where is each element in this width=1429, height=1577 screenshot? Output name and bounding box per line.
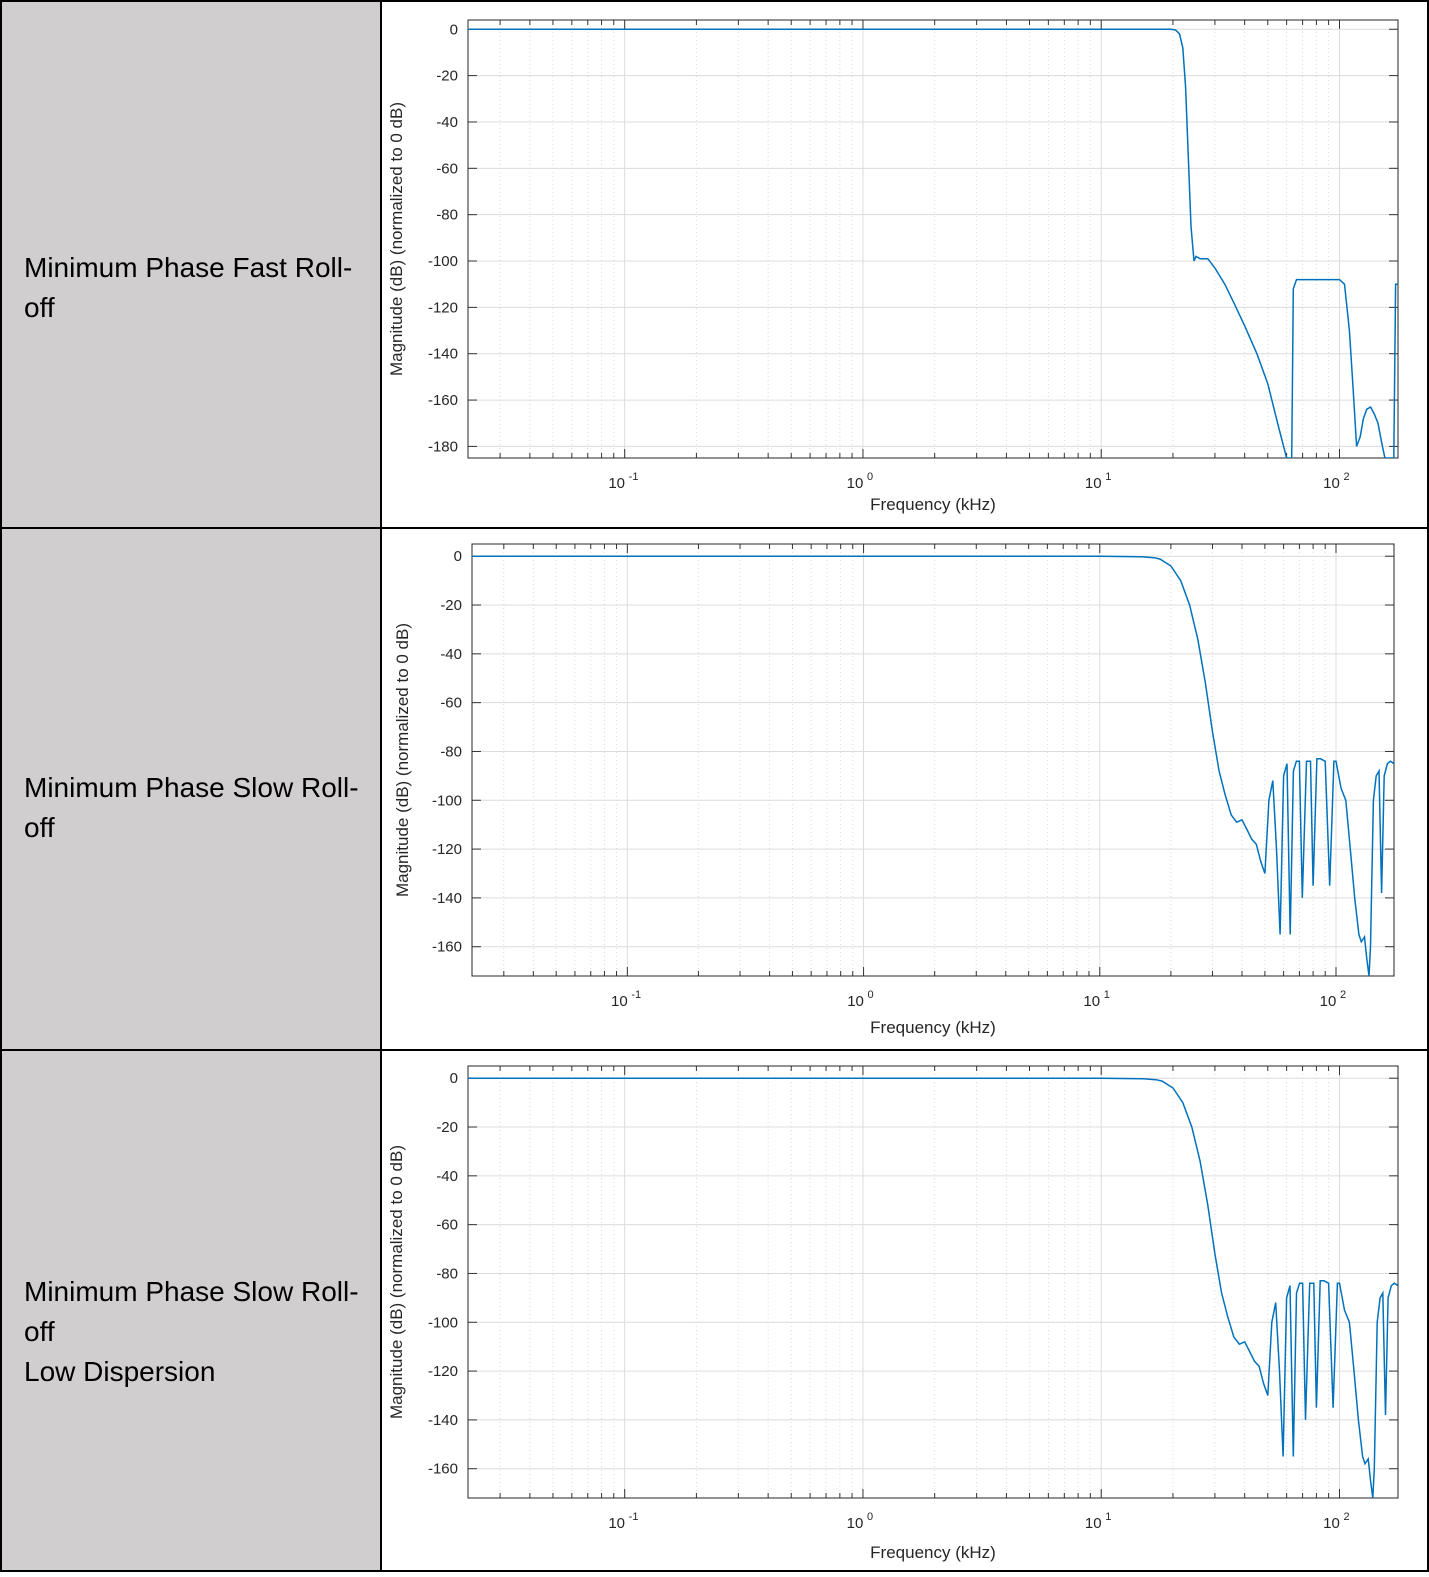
x-tick-exponent: 1 xyxy=(1105,1511,1111,1523)
y-axis-label: Magnitude (dB) (normalized to 0 dB) xyxy=(387,102,406,376)
x-tick-label: 10 xyxy=(608,1515,625,1532)
y-tick-label: -20 xyxy=(436,1119,458,1136)
filter-label-cell: Minimum Phase Fast Roll-off xyxy=(0,0,382,528)
y-tick-label: -140 xyxy=(428,1412,458,1429)
filter-label-line: Minimum Phase Slow Roll-off xyxy=(24,1276,359,1347)
x-tick-label: 10 xyxy=(608,475,625,492)
x-tick-exponent: 1 xyxy=(1105,471,1111,483)
x-tick-label: 10 xyxy=(1323,475,1340,492)
filter-label: Minimum Phase Slow Roll-off xyxy=(24,768,380,848)
table-row: Minimum Phase Slow Roll-off Low Dispersi… xyxy=(0,1050,1429,1572)
filter-label-cell: Minimum Phase Slow Roll-off xyxy=(0,528,382,1050)
y-tick-label: -60 xyxy=(440,695,462,712)
y-tick-label: 0 xyxy=(454,548,462,565)
plot-cell: 0 -20 -40 -60 -80 -100 -120 -140 -160 10 -1 10 0 10 1 1… xyxy=(382,1050,1429,1572)
minor-grid xyxy=(503,544,1326,976)
frequency-response-line xyxy=(468,28,1398,458)
y-tick-label: -120 xyxy=(432,841,462,858)
axes-box xyxy=(467,19,1399,459)
table-border xyxy=(0,1570,1429,1572)
y-tick-label: -160 xyxy=(428,1461,458,1478)
x-tick-exponent: -1 xyxy=(631,989,641,1001)
filter-label: Minimum Phase Fast Roll-off xyxy=(24,248,380,328)
y-tick-label: -40 xyxy=(436,1168,458,1185)
x-tick-label: 10 xyxy=(1323,1515,1340,1532)
table-border xyxy=(0,527,1429,529)
axes-box xyxy=(471,543,1395,977)
y-tick-label: -60 xyxy=(436,160,458,177)
table-row: Minimum Phase Fast Roll-off 0 -20 -40 -60 -8… xyxy=(0,0,1429,528)
frequency-response-line xyxy=(468,1077,1398,1498)
table-border xyxy=(0,1049,1429,1051)
x-tick-label: 10 xyxy=(1320,993,1337,1010)
y-tick-label: -80 xyxy=(440,743,462,760)
filter-label-line: Minimum Phase Slow Roll-off xyxy=(24,772,359,843)
minor-grid xyxy=(499,1066,1330,1498)
x-tick-exponent: 2 xyxy=(1344,1511,1350,1523)
axes-box xyxy=(467,1065,1399,1499)
y-tick-label: -140 xyxy=(428,346,458,363)
y-axis-label: Magnitude (dB) (normalized to 0 dB) xyxy=(387,1145,406,1419)
major-grid xyxy=(468,1066,1398,1498)
table-row: Minimum Phase Slow Roll-off 0 -20 -40 -60 -8… xyxy=(0,528,1429,1050)
y-tick-label: -100 xyxy=(428,253,458,270)
x-tick-label: 10 xyxy=(1085,1515,1102,1532)
x-axis-label: Frequency (kHz) xyxy=(870,1018,996,1037)
frequency-response-line xyxy=(472,555,1394,976)
x-tick-exponent: 0 xyxy=(868,989,874,1001)
y-tick-label: -60 xyxy=(436,1217,458,1234)
y-tick-label: -100 xyxy=(432,792,462,809)
y-tick-label: 0 xyxy=(450,1070,458,1087)
y-tick-label: -40 xyxy=(440,646,462,663)
y-tick-label: -140 xyxy=(432,890,462,907)
x-tick-label: 10 xyxy=(1085,475,1102,492)
x-tick-exponent: -1 xyxy=(629,1511,639,1523)
x-tick-exponent: -1 xyxy=(629,471,639,483)
x-tick-label: 10 xyxy=(847,993,864,1010)
x-tick-label: 10 xyxy=(847,1515,864,1532)
y-tick-label: -40 xyxy=(436,114,458,131)
major-grid xyxy=(472,544,1394,976)
y-tick-label: -80 xyxy=(436,1265,458,1282)
x-tick-exponent: 1 xyxy=(1104,989,1110,1001)
filter-label-cell: Minimum Phase Slow Roll-off Low Dispersi… xyxy=(0,1050,382,1572)
y-tick-label: -160 xyxy=(432,939,462,956)
y-tick-label: -80 xyxy=(436,207,458,224)
x-axis-label: Frequency (kHz) xyxy=(870,495,996,514)
major-grid xyxy=(468,20,1398,458)
minor-grid xyxy=(499,20,1330,458)
filter-label: Minimum Phase Slow Roll-off Low Dispersi… xyxy=(24,1272,380,1392)
y-tick-label: 0 xyxy=(450,21,458,38)
x-tick-label: 10 xyxy=(1083,993,1100,1010)
x-tick-exponent: 0 xyxy=(867,471,873,483)
x-tick-exponent: 0 xyxy=(867,1511,873,1523)
x-tick-label: 10 xyxy=(847,475,864,492)
y-tick-label: -180 xyxy=(428,438,458,455)
x-axis-label: Frequency (kHz) xyxy=(870,1543,996,1562)
filter-label-line: Low Dispersion xyxy=(24,1356,216,1387)
y-tick-label: -160 xyxy=(428,392,458,409)
y-tick-label: -120 xyxy=(428,1363,458,1380)
y-tick-label: -120 xyxy=(428,299,458,316)
table-border xyxy=(0,0,1429,2)
x-tick-label: 10 xyxy=(611,993,628,1010)
y-tick-label: -20 xyxy=(440,597,462,614)
plot-cell: 0 -20 -40 -60 -80 -100 -120 -140 -160 -180 10 -1 10 0… xyxy=(382,0,1429,528)
y-tick-label: -20 xyxy=(436,68,458,85)
filter-label-line: Minimum Phase Fast Roll-off xyxy=(24,252,353,323)
y-axis-label: Magnitude (dB) (normalized to 0 dB) xyxy=(393,623,412,897)
x-tick-exponent: 2 xyxy=(1340,989,1346,1001)
plot-cell: 0 -20 -40 -60 -80 -100 -120 -140 -160 10 -1 10 0 10 1 1… xyxy=(382,528,1429,1050)
x-tick-exponent: 2 xyxy=(1344,471,1350,483)
y-tick-label: -100 xyxy=(428,1314,458,1331)
